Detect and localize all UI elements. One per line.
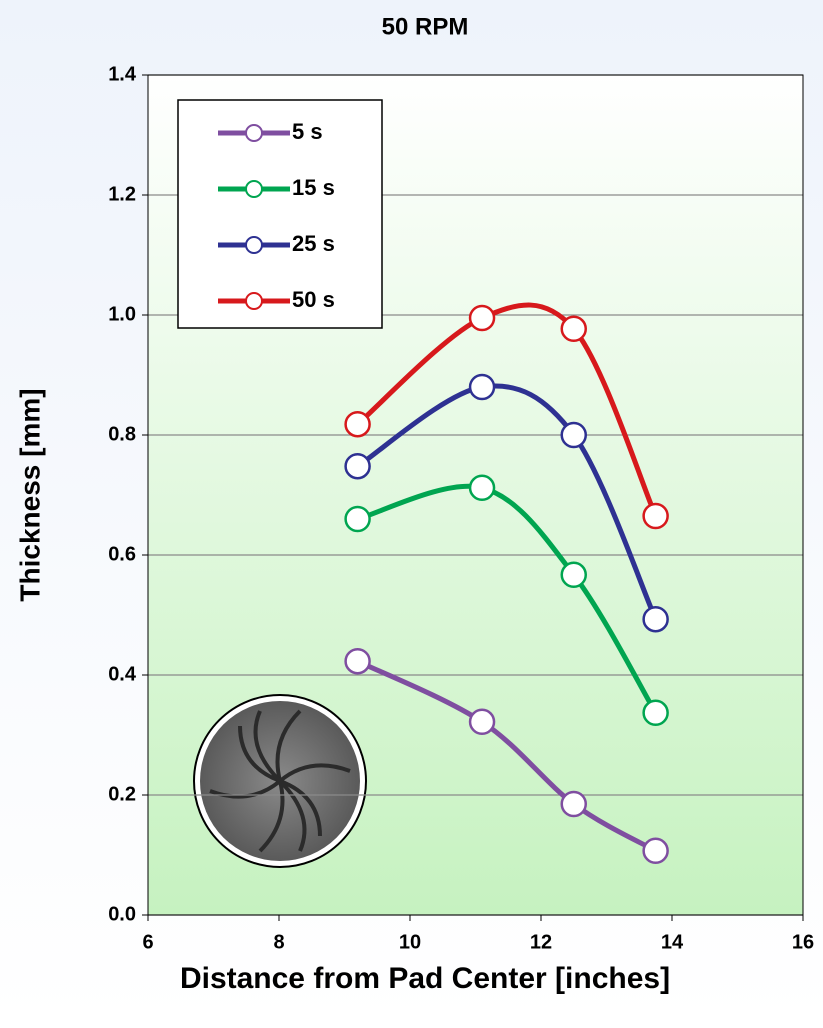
data-point: [562, 423, 586, 447]
data-point: [470, 306, 494, 330]
data-point: [346, 412, 370, 436]
legend: 5 s 15 s 25 s 50 s: [178, 100, 382, 328]
data-point: [644, 701, 668, 725]
x-tick-label: 16: [792, 931, 814, 953]
y-tick-label: 0.0: [108, 903, 136, 925]
x-tick-label: 6: [142, 931, 153, 953]
data-point: [644, 607, 668, 631]
legend-label: 25 s: [292, 231, 335, 256]
x-tick-label: 10: [399, 931, 421, 953]
y-tick-label: 0.8: [108, 423, 136, 445]
data-point: [644, 839, 668, 863]
data-point: [470, 710, 494, 734]
data-point: [346, 454, 370, 478]
legend-marker: [246, 237, 262, 253]
y-tick-label: 1.4: [108, 63, 137, 85]
x-tick-label: 14: [661, 931, 684, 953]
y-tick-label: 0.2: [108, 783, 136, 805]
data-point: [562, 563, 586, 587]
data-point: [470, 476, 494, 500]
y-tick-label: 0.4: [108, 663, 137, 685]
chart-title: 50 RPM: [382, 13, 469, 40]
pad-image: [194, 695, 366, 867]
data-point: [644, 504, 668, 528]
y-tick-label: 1.2: [108, 183, 136, 205]
y-tick-label: 1.0: [108, 303, 136, 325]
legend-label: 15 s: [292, 175, 335, 200]
data-point: [346, 507, 370, 531]
data-point: [562, 317, 586, 341]
x-axis-label: Distance from Pad Center [inches]: [180, 962, 670, 995]
y-tick-label: 0.6: [108, 543, 136, 565]
data-point: [470, 375, 494, 399]
data-point: [346, 649, 370, 673]
legend-label: 50 s: [292, 287, 335, 312]
x-tick-label: 12: [530, 931, 552, 953]
legend-marker: [246, 181, 262, 197]
legend-marker: [246, 293, 262, 309]
legend-marker: [246, 125, 262, 141]
x-tick-label: 8: [273, 931, 284, 953]
y-axis-label: Thickness [mm]: [14, 388, 45, 601]
data-point: [562, 792, 586, 816]
chart: 50 RPM Distance from Pad Center [inches]…: [0, 0, 823, 1023]
legend-label: 5 s: [292, 119, 323, 144]
